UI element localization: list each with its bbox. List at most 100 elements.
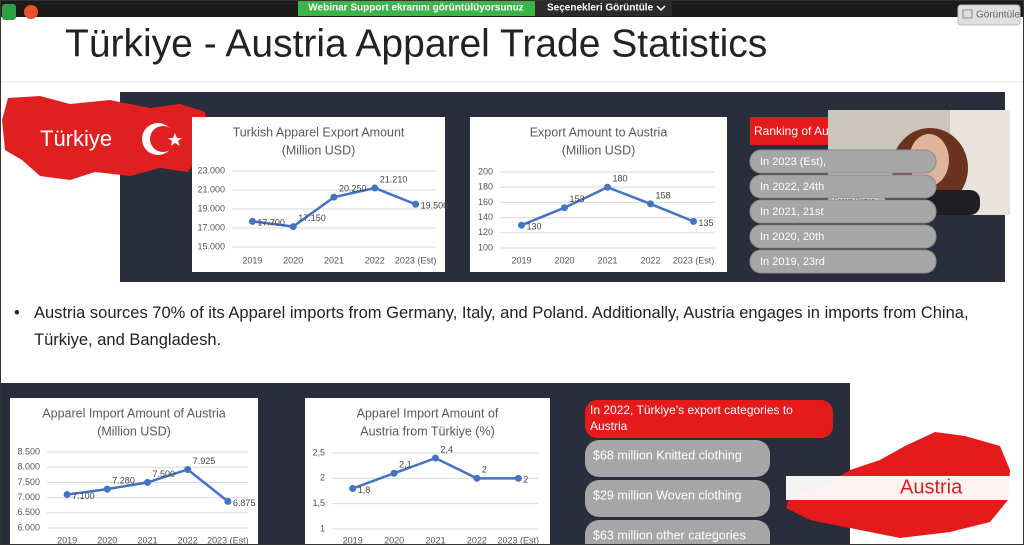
x-tick-label: 2022 [178, 535, 198, 545]
category-item-text: $68 million Knitted clothing [593, 448, 742, 462]
x-tick-label: 2022 [640, 255, 660, 265]
x-tick-label: 2020 [384, 535, 404, 545]
category-item [585, 520, 770, 545]
value-label: 7.280 [112, 475, 135, 485]
y-tick-label: 6.000 [17, 522, 40, 532]
point [604, 183, 611, 191]
y-tick-label: 8.500 [17, 446, 40, 456]
ranking-item-text: In 2023 (Est), [760, 156, 826, 168]
x-tick-label: 2021 [324, 255, 344, 265]
ranking-item-text: In 2021, 21st [760, 206, 824, 218]
security-icon[interactable] [2, 4, 16, 20]
category-item [585, 440, 770, 477]
x-tick-label: 2023 (Est) [207, 535, 249, 545]
x-tick-label: 2021 [425, 535, 445, 545]
y-tick-label: 2 [320, 473, 325, 483]
ranking-item [749, 149, 937, 174]
ranking-item-text: In 2022, 24th [760, 181, 824, 193]
point [349, 484, 357, 492]
ranking-item [749, 249, 937, 274]
x-tick-label: 2023 (Est) [673, 255, 715, 265]
value-label: 17.150 [298, 213, 326, 223]
ranking-item [749, 199, 937, 224]
sharing-notice: Webinar Support ekranını görüntülüyorsun… [308, 3, 523, 14]
view-icon[interactable] [962, 9, 973, 19]
y-tick-label: 7.000 [17, 492, 40, 502]
point [330, 193, 338, 201]
categories-header [585, 400, 833, 438]
point [144, 478, 151, 486]
value-label: 2 [482, 465, 487, 475]
x-tick-label: 2019 [343, 535, 363, 545]
chart-bg [305, 398, 550, 545]
chart-title: Apparel Import Amount of Austria [42, 406, 225, 420]
point [647, 200, 654, 208]
value-label: 21.210 [380, 174, 408, 184]
category-item-text: $29 million Woven clothing [593, 488, 742, 502]
turkey-map [2, 96, 210, 180]
point [63, 491, 71, 499]
ranking-header [750, 117, 830, 145]
bullet-text: Austria sources 70% of its Apparel impor… [34, 304, 969, 349]
point [561, 204, 568, 212]
x-tick-label: 2022 [467, 535, 487, 545]
chevron[interactable] [656, 5, 666, 12]
x-tick-label: 2022 [365, 255, 385, 265]
chart-title: Austria from Türkiye (%) [360, 424, 495, 438]
value-label: 158 [656, 190, 671, 200]
point [184, 465, 192, 473]
value-label: 7.100 [72, 491, 95, 501]
chart-title: (Million USD) [282, 143, 356, 157]
chart-title: (Million USD) [97, 424, 171, 438]
chart: Export Amount to Austria (Million USD) 100… [470, 117, 727, 272]
austria-label: Austria [900, 476, 963, 498]
sharing-pill [298, 0, 535, 16]
chart-bg [192, 117, 445, 272]
category-item-text: $63 million other categories [593, 528, 746, 542]
chart: Turkish Apparel Export Amount (Million US… [192, 117, 448, 272]
y-tick-label: 23.000 [197, 165, 225, 175]
value-label: 2 [523, 475, 528, 485]
value-label: 153 [570, 194, 585, 204]
value-label: 7.500 [153, 469, 176, 479]
view-button[interactable] [957, 4, 1021, 26]
star [168, 133, 182, 146]
y-tick-label: 21.000 [197, 184, 225, 194]
chart-title: Apparel Import Amount of [357, 406, 499, 420]
ranking-item-text: In 2019, 23rd [760, 256, 825, 268]
view-button-label[interactable]: Görüntüle [976, 10, 1020, 21]
point [412, 200, 420, 208]
turkey-label: Türkiye [40, 126, 112, 151]
x-tick-label: 2023 (Est) [498, 535, 540, 545]
ranking-title: Ranking of Au [754, 124, 829, 138]
ranking-panel: Ranking of Au [750, 117, 830, 145]
y-tick-label: 1,5 [312, 498, 325, 508]
crescent-inner [150, 126, 176, 152]
category-item [585, 480, 770, 517]
x-tick-label: 2023 (Est) [395, 255, 437, 265]
value-label: 6.875 [233, 498, 256, 508]
point [248, 217, 256, 225]
value-label: 7.925 [193, 456, 216, 466]
options-button[interactable] [535, 0, 672, 16]
point [103, 485, 111, 493]
options-label[interactable]: Seçenekleri Görüntüle [547, 3, 654, 14]
value-label: 20.250 [339, 184, 367, 194]
record-icon[interactable] [24, 5, 38, 19]
x-tick-label: 2021 [597, 255, 617, 265]
point [371, 184, 379, 192]
point [224, 497, 232, 505]
y-tick-label: 17.000 [197, 222, 225, 232]
value-label: 2,4 [441, 444, 454, 454]
point [432, 454, 439, 462]
value-label: 130 [527, 222, 542, 232]
chart-title: (Million USD) [562, 143, 636, 157]
categories-title: In 2022, Türkiye's export categories to A… [590, 403, 793, 433]
y-tick-label: 1 [320, 523, 325, 533]
austria-stripe [786, 476, 1014, 500]
x-tick-label: 2020 [554, 255, 574, 265]
chart-bg [10, 398, 258, 545]
x-tick-label: 2019 [511, 255, 531, 265]
chart: Apparel Import Amount of Austria (Million… [10, 398, 258, 545]
